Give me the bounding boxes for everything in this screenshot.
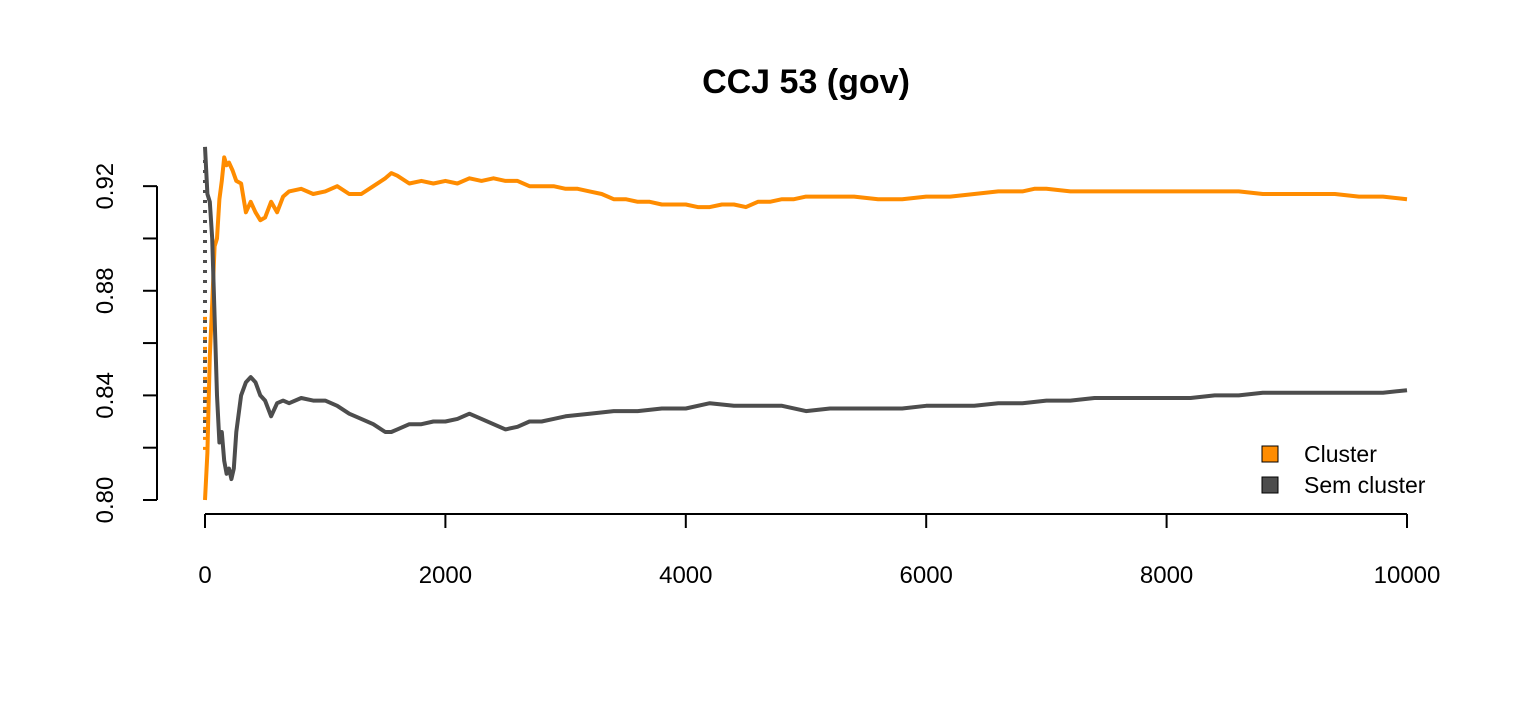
chart-title: CCJ 53 (gov)	[702, 63, 910, 101]
x-tick-label: 2000	[419, 562, 472, 589]
y-tick-label: 0.92	[92, 163, 119, 210]
legend-swatch-cluster	[1261, 445, 1279, 463]
legend-label-cluster: Cluster	[1304, 441, 1377, 467]
legend-swatch-sem-cluster	[1261, 476, 1279, 494]
x-tick-label: 6000	[900, 562, 953, 589]
series-line-cluster	[203, 155, 1408, 501]
x-tick-label: 0	[198, 562, 211, 589]
y-tick-label: 0.80	[92, 477, 119, 524]
legend-label-sem-cluster: Sem cluster	[1304, 472, 1426, 498]
legend: Cluster Sem cluster	[1261, 441, 1426, 498]
x-tick-label: 4000	[659, 562, 712, 589]
y-axis: 0.80 0.84 0.88 0.92	[92, 163, 158, 524]
plot-lines	[203, 146, 1408, 501]
x-tick-label: 10000	[1374, 562, 1441, 589]
y-tick-label: 0.84	[92, 372, 119, 419]
x-axis: 0 2000 4000 6000 8000 10000	[198, 513, 1441, 589]
y-tick-label: 0.88	[92, 267, 119, 314]
series-line-sem-cluster	[203, 146, 1408, 482]
x-tick-label: 8000	[1140, 562, 1193, 589]
